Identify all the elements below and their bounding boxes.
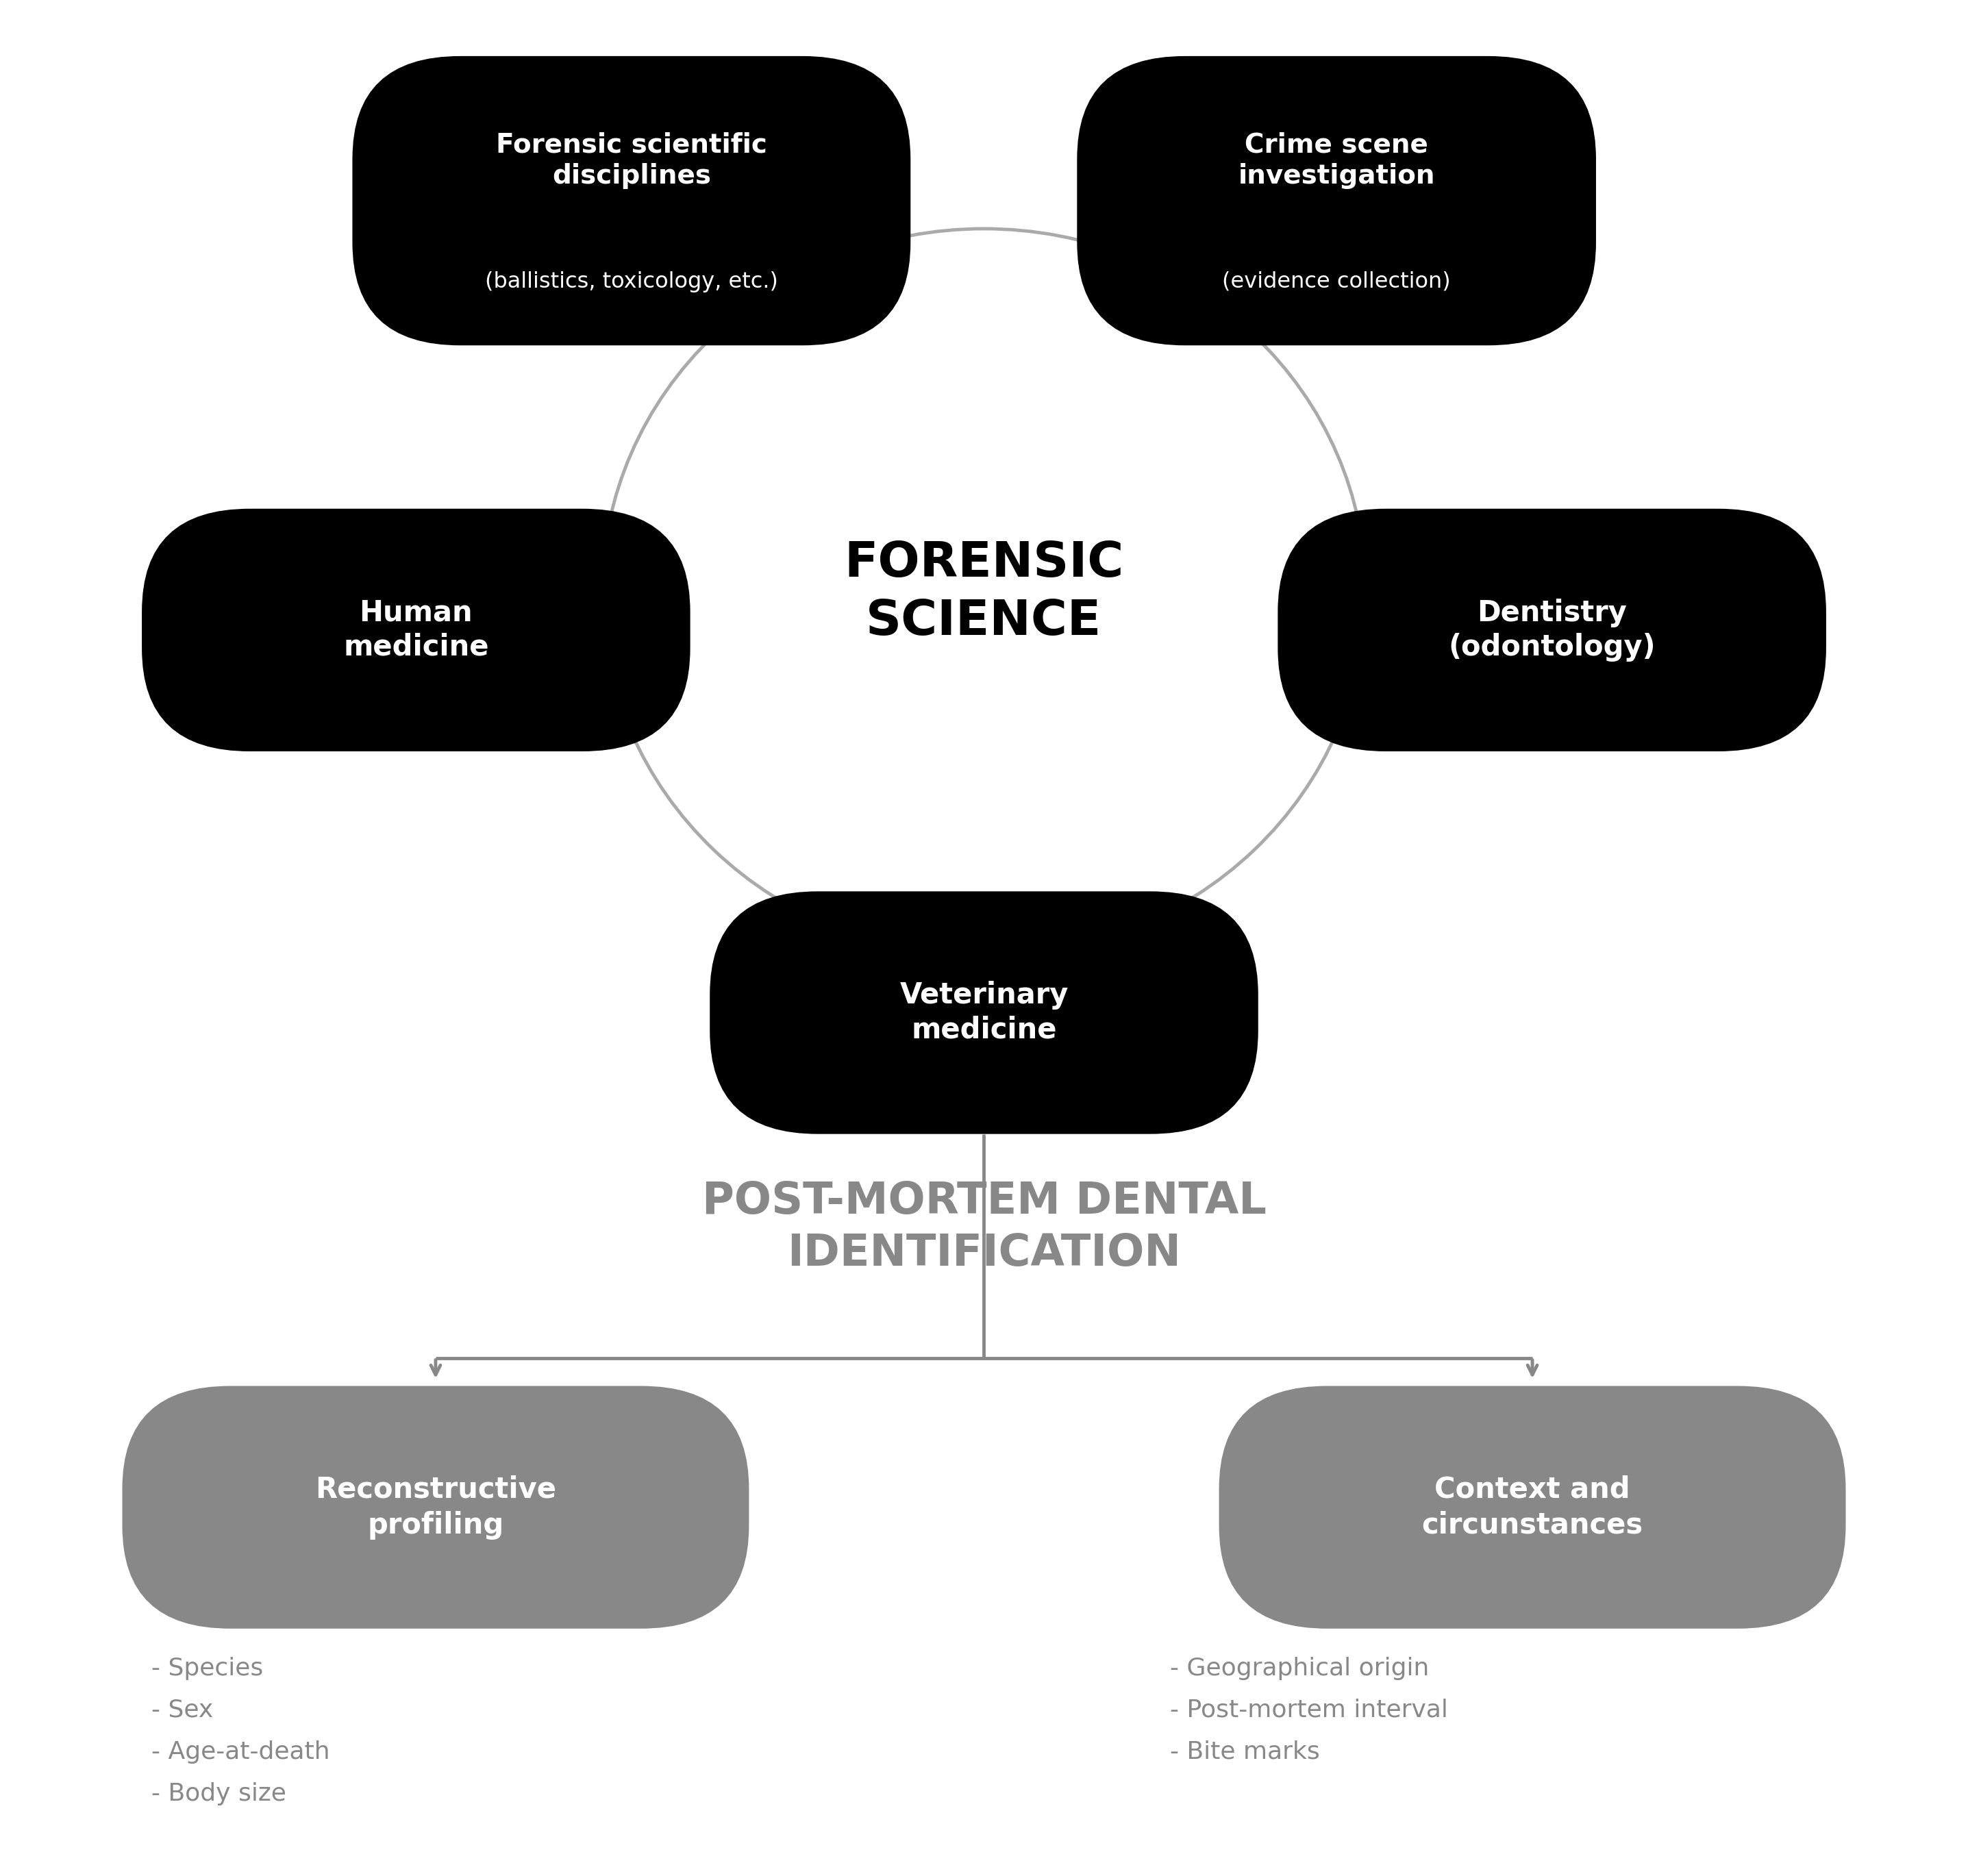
FancyBboxPatch shape xyxy=(710,891,1258,1133)
FancyBboxPatch shape xyxy=(1218,1386,1846,1628)
Text: (ballistics, toxicology, etc.): (ballistics, toxicology, etc.) xyxy=(484,272,777,293)
FancyBboxPatch shape xyxy=(352,56,911,345)
Text: Forensic scientific
disciplines: Forensic scientific disciplines xyxy=(496,131,768,189)
FancyBboxPatch shape xyxy=(1277,508,1826,752)
Text: Context and
circunstances: Context and circunstances xyxy=(1421,1475,1643,1540)
Text: FORENSIC
SCIENCE: FORENSIC SCIENCE xyxy=(844,540,1124,645)
FancyBboxPatch shape xyxy=(1076,56,1596,345)
Text: Crime scene
investigation: Crime scene investigation xyxy=(1238,131,1435,189)
Text: Dentistry
(odontology): Dentistry (odontology) xyxy=(1448,598,1655,662)
Text: Veterinary
medicine: Veterinary medicine xyxy=(899,981,1069,1045)
FancyBboxPatch shape xyxy=(122,1386,750,1628)
Text: POST-MORTEM DENTAL
IDENTIFICATION: POST-MORTEM DENTAL IDENTIFICATION xyxy=(703,1180,1265,1276)
Text: - Species
- Sex
- Age-at-death
- Body size: - Species - Sex - Age-at-death - Body si… xyxy=(152,1657,331,1805)
Text: (evidence collection): (evidence collection) xyxy=(1222,272,1450,293)
Text: - Geographical origin
- Post-mortem interval
- Bite marks: - Geographical origin - Post-mortem inte… xyxy=(1171,1657,1448,1763)
Text: Reconstructive
profiling: Reconstructive profiling xyxy=(315,1475,557,1540)
FancyBboxPatch shape xyxy=(142,508,691,752)
Text: Human
medicine: Human medicine xyxy=(342,598,488,662)
